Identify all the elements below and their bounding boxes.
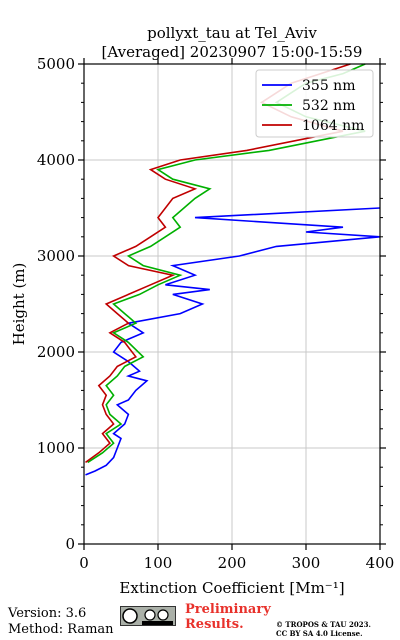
legend-label: 1064 nm xyxy=(302,118,364,134)
version-text: Version: 3.6 xyxy=(8,606,87,621)
legend-label: 355 nm xyxy=(302,78,355,94)
copyright-line2: CC BY SA 4.0 License. xyxy=(276,629,363,638)
x-tick-label: 400 xyxy=(366,554,395,572)
copyright-notice: © TROPOS & TAU 2023. CC BY SA 4.0 Licens… xyxy=(276,620,371,638)
y-tick-label: 1000 xyxy=(37,439,75,457)
x-tick-label: 100 xyxy=(144,554,173,572)
y-tick-label: 5000 xyxy=(37,55,75,73)
y-tick-label: 0 xyxy=(65,535,75,553)
y-axis-label: Height (m) xyxy=(10,263,28,346)
x-axis-label: Extinction Coefficient [Mm⁻¹] xyxy=(119,579,344,597)
legend-label: 532 nm xyxy=(302,98,355,114)
copyright-line1: © TROPOS & TAU 2023. xyxy=(276,620,371,629)
x-tick-label: 0 xyxy=(79,554,89,572)
legend: 355 nm 532 nm 1064 nm xyxy=(255,69,374,138)
preliminary-line1: Preliminary xyxy=(185,602,271,617)
y-tick-label: 3000 xyxy=(37,247,75,265)
series-lines xyxy=(85,63,381,476)
x-tick-label: 300 xyxy=(292,554,321,572)
chart-title: pollyxt_tau at Tel_Aviv xyxy=(147,24,317,42)
method-text: Method: Raman xyxy=(8,622,114,637)
preliminary-notice: Preliminary Results. xyxy=(185,602,271,632)
cc-license-icon xyxy=(120,606,176,626)
preliminary-line2: Results. xyxy=(185,617,244,632)
extinction-chart: pollyxt_tau at Tel_Aviv [Averaged] 20230… xyxy=(10,24,395,597)
y-tick-label: 2000 xyxy=(37,343,75,361)
series-line-355-nm xyxy=(85,207,381,476)
series-line-1064-nm xyxy=(85,63,351,464)
legend-box xyxy=(255,69,374,138)
chart-subtitle: [Averaged] 20230907 15:00-15:59 xyxy=(102,43,363,61)
x-tick-label: 200 xyxy=(218,554,247,572)
y-tick-label: 4000 xyxy=(37,151,75,169)
series-line-532-nm xyxy=(87,63,366,464)
